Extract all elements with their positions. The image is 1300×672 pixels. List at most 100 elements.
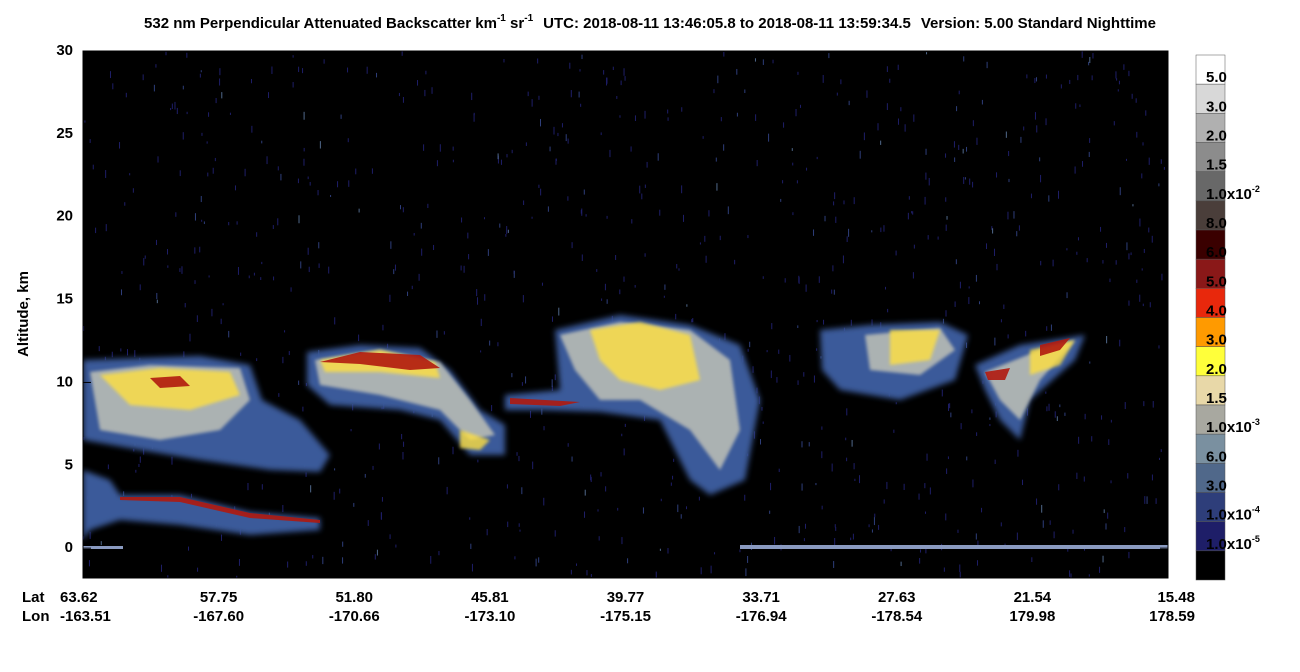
- noise-speck: [644, 415, 646, 421]
- noise-speck: [473, 113, 475, 122]
- noise-speck: [918, 493, 920, 500]
- noise-speck: [1113, 121, 1115, 126]
- noise-speck: [895, 402, 897, 405]
- noise-speck: [979, 301, 981, 305]
- noise-speck: [1139, 218, 1141, 227]
- noise-speck: [667, 109, 669, 114]
- noise-speck: [190, 493, 192, 498]
- noise-speck: [194, 280, 196, 284]
- colorbar-label: 1.0x10-2: [1206, 184, 1260, 203]
- noise-speck: [125, 92, 127, 98]
- noise-speck: [503, 59, 505, 63]
- noise-speck: [664, 284, 666, 290]
- noise-speck: [960, 423, 962, 430]
- noise-speck: [139, 456, 141, 463]
- noise-speck: [272, 225, 274, 229]
- noise-speck: [772, 59, 774, 64]
- noise-speck: [975, 274, 977, 282]
- noise-speck: [606, 77, 608, 86]
- noise-speck: [1102, 555, 1104, 563]
- noise-speck: [347, 138, 349, 143]
- colorbar-label-text: 3.0: [1206, 332, 1227, 349]
- noise-speck: [948, 403, 950, 411]
- noise-speck: [1136, 131, 1138, 138]
- noise-speck: [792, 162, 794, 166]
- noise-speck: [171, 103, 173, 110]
- noise-speck: [1158, 345, 1160, 349]
- noise-speck: [724, 333, 726, 341]
- noise-speck: [945, 513, 947, 521]
- noise-speck: [144, 255, 146, 259]
- x-tick-label: -178.54: [871, 608, 923, 625]
- noise-speck: [821, 451, 823, 459]
- noise-speck: [554, 530, 556, 537]
- noise-speck: [174, 101, 176, 110]
- colorbar-label-text: 3.0: [1206, 477, 1227, 494]
- noise-speck: [486, 529, 488, 536]
- noise-speck: [543, 497, 545, 506]
- noise-speck: [644, 110, 646, 119]
- noise-speck: [1143, 401, 1145, 407]
- noise-speck: [925, 511, 927, 514]
- noise-speck: [624, 76, 626, 81]
- noise-speck: [958, 90, 960, 95]
- noise-speck: [518, 523, 520, 527]
- noise-speck: [531, 216, 533, 219]
- noise-speck: [505, 234, 507, 237]
- noise-speck: [305, 383, 307, 387]
- noise-speck: [1049, 520, 1051, 525]
- noise-speck: [538, 557, 540, 563]
- noise-speck: [744, 494, 746, 501]
- noise-speck: [228, 222, 230, 226]
- noise-speck: [307, 176, 309, 180]
- noise-speck: [657, 153, 659, 161]
- noise-speck: [489, 340, 491, 346]
- noise-speck: [620, 80, 622, 86]
- noise-speck: [411, 285, 413, 290]
- noise-speck: [660, 498, 662, 502]
- noise-speck: [452, 146, 454, 151]
- colorbar-swatch: [1195, 550, 1226, 581]
- noise-speck: [1042, 520, 1044, 528]
- colorbar-label-text: 1.5: [1206, 390, 1227, 407]
- noise-speck: [692, 318, 694, 323]
- noise-speck: [305, 472, 307, 477]
- noise-speck: [1050, 324, 1052, 331]
- noise-speck: [770, 370, 772, 379]
- noise-speck: [624, 423, 626, 427]
- noise-speck: [182, 132, 184, 140]
- noise-speck: [199, 73, 201, 78]
- noise-speck: [342, 541, 344, 547]
- noise-speck: [305, 561, 307, 566]
- noise-speck: [897, 118, 899, 125]
- noise-speck: [672, 475, 674, 480]
- noise-speck: [1056, 416, 1058, 422]
- noise-speck: [992, 228, 994, 234]
- colorbar-label: 4.0: [1206, 302, 1227, 319]
- colorbar-swatch: [1195, 346, 1226, 377]
- colorbar-label-text: 1.0x10: [1206, 536, 1252, 553]
- noise-speck: [551, 316, 553, 322]
- noise-speck: [355, 168, 357, 175]
- chart-title: 532 nm Perpendicular Attenuated Backscat…: [144, 13, 1156, 32]
- noise-speck: [852, 533, 854, 540]
- noise-speck: [823, 319, 825, 325]
- y-axis-label: Altitude, km: [15, 271, 32, 357]
- noise-speck: [903, 483, 905, 490]
- noise-speck: [333, 491, 335, 500]
- noise-speck: [186, 111, 188, 115]
- noise-speck: [1022, 479, 1024, 486]
- noise-speck: [273, 276, 275, 281]
- noise-speck: [514, 556, 516, 560]
- noise-speck: [247, 482, 249, 491]
- noise-speck: [483, 217, 485, 220]
- noise-speck: [895, 250, 897, 256]
- noise-speck: [317, 190, 319, 196]
- noise-speck: [929, 487, 931, 495]
- noise-speck: [1076, 472, 1078, 479]
- y-tick-label: 0: [65, 539, 73, 556]
- colorbar-swatch: [1195, 463, 1226, 493]
- noise-speck: [1139, 294, 1141, 302]
- noise-speck: [1069, 79, 1071, 84]
- colorbar-label: 3.0: [1206, 477, 1227, 494]
